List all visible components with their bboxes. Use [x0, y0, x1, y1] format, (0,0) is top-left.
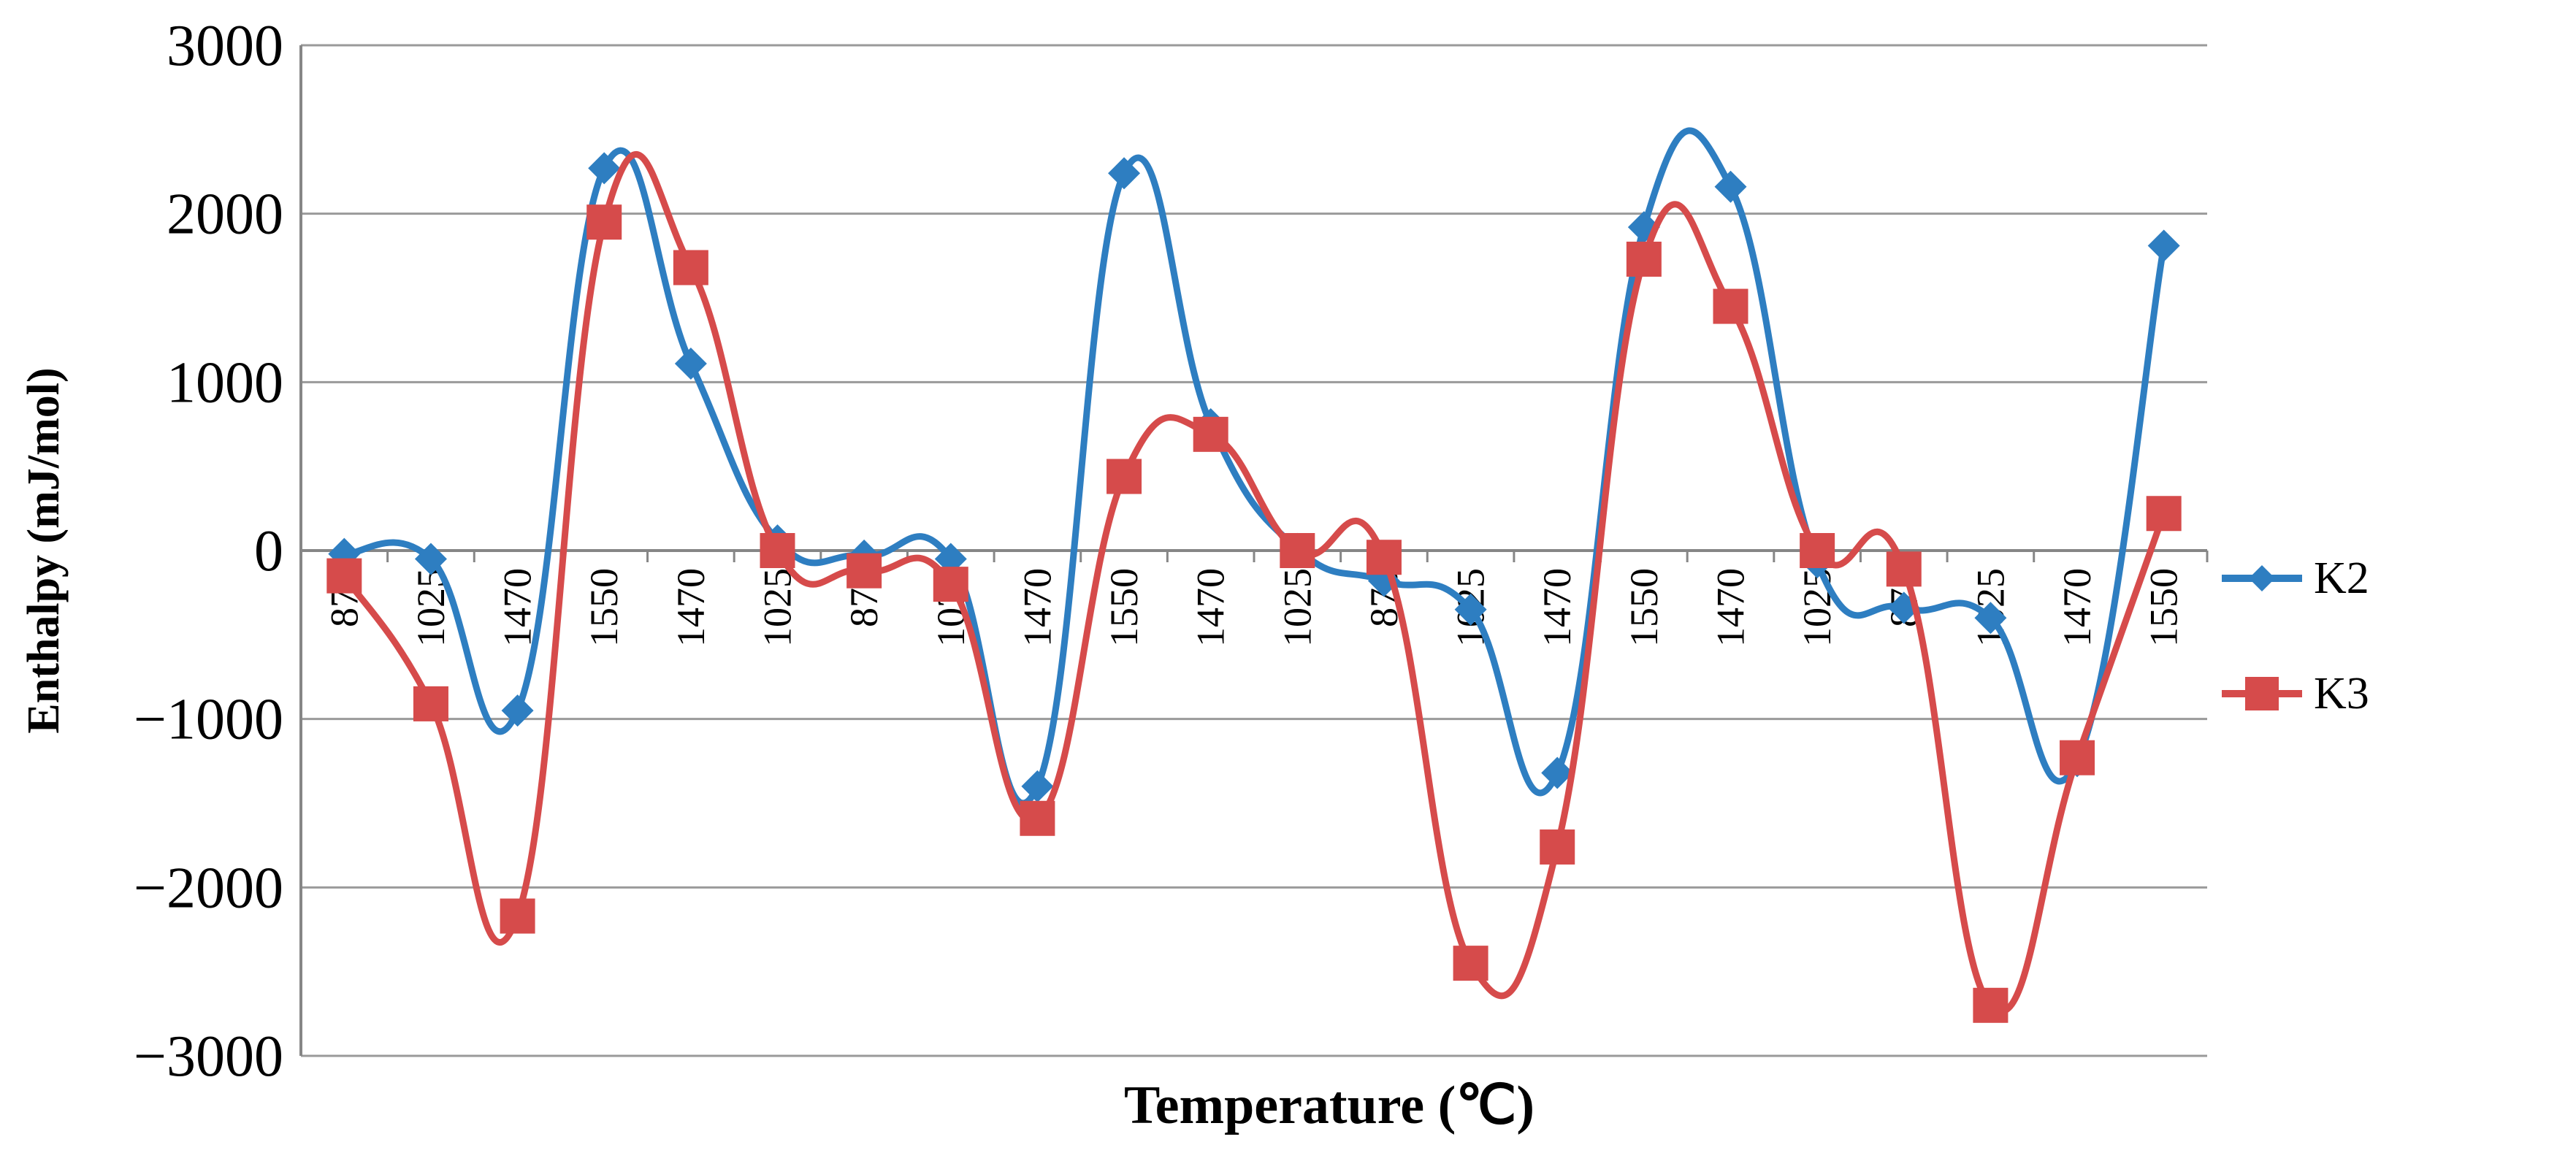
- x-tick-labels: 870 1025 1470 1550 1470 1025 870 1025 1470 1550 14…: [322, 568, 2185, 647]
- legend: K2 K3: [2222, 553, 2369, 719]
- data-point-k2: [1974, 602, 2007, 635]
- y-tick-labels: 3000 2000 1000 0 −1000 −2000 −3000: [134, 14, 283, 1089]
- data-point-k3: [673, 250, 708, 286]
- data-point-k3: [1280, 533, 1315, 568]
- x-axis-title: Temperature (℃): [1124, 1076, 1534, 1135]
- x-tick-label: 1470: [1709, 568, 1753, 647]
- data-point-k3: [1193, 416, 1228, 452]
- gridlines: [301, 44, 2209, 1057]
- data-point-k3: [326, 558, 362, 594]
- y-tick-label: −3000: [134, 1024, 283, 1089]
- data-point-k2: [1454, 593, 1487, 626]
- series-layer: [326, 127, 2182, 1023]
- legend-label-k2: K2: [2314, 553, 2369, 603]
- series-line-k2: [340, 127, 2168, 807]
- data-point-k3: [1973, 987, 2009, 1023]
- y-tick-label: 2000: [167, 183, 283, 247]
- x-tick-label: 1470: [2055, 568, 2099, 647]
- legend-marker-k3: [2245, 677, 2279, 710]
- data-point-k2: [1541, 756, 1574, 789]
- x-tick-label: 1025: [1795, 568, 1839, 647]
- y-tick-label: −1000: [134, 688, 283, 752]
- legend-marker-k2: [2249, 565, 2275, 591]
- data-point-k2: [1021, 770, 1054, 802]
- data-point-k2: [501, 694, 534, 727]
- legend-entry-k2: K2: [2222, 553, 2369, 603]
- x-tick-label: 1550: [2142, 568, 2186, 647]
- data-point-k2: [674, 347, 707, 380]
- data-point-k3: [1020, 800, 1055, 836]
- y-tick-label: −2000: [134, 856, 283, 920]
- data-point-k2: [2147, 229, 2180, 262]
- y-tick-label: 3000: [167, 14, 283, 78]
- data-point-k3: [413, 686, 448, 721]
- data-point-k2: [1714, 170, 1747, 203]
- data-point-k2: [588, 152, 621, 185]
- data-point-k3: [1366, 540, 1402, 575]
- x-tick-label: 1470: [1535, 568, 1579, 647]
- data-point-k3: [1713, 288, 1748, 324]
- data-point-k3: [586, 204, 622, 240]
- x-tick-label: 1470: [669, 568, 713, 647]
- data-point-k3: [1540, 829, 1575, 865]
- y-tick-label: 1000: [167, 350, 283, 415]
- data-point-k3: [1626, 241, 1662, 277]
- data-point-k3: [1453, 946, 1488, 981]
- data-point-k3: [760, 533, 795, 568]
- data-point-k3: [846, 553, 882, 589]
- data-point-k3: [1800, 533, 1835, 568]
- x-tick-label: 1025: [756, 568, 800, 647]
- x-tick-label: 1550: [1622, 568, 1666, 647]
- data-point-k3: [1886, 551, 1922, 587]
- x-tick-label: 1550: [582, 568, 626, 647]
- data-point-k3: [500, 898, 535, 934]
- legend-label-k3: K3: [2314, 669, 2369, 719]
- x-tick-label: 1025: [1275, 568, 1319, 647]
- data-point-k3: [2060, 740, 2095, 775]
- data-point-k2: [414, 543, 447, 575]
- data-point-k3: [2146, 496, 2182, 532]
- data-point-k3: [933, 567, 968, 602]
- x-tick-label: 1550: [1102, 568, 1146, 647]
- data-point-k2: [1108, 157, 1141, 190]
- legend-entry-k3: K3: [2222, 669, 2369, 719]
- x-tick-label: 1470: [1189, 568, 1233, 647]
- data-point-k3: [1107, 459, 1142, 494]
- x-tick-label: 1470: [496, 568, 540, 647]
- y-axis-title: Enthalpy (mJ/mol): [19, 367, 69, 733]
- x-tick-label: 1470: [1015, 568, 1059, 647]
- y-tick-label: 0: [254, 519, 283, 583]
